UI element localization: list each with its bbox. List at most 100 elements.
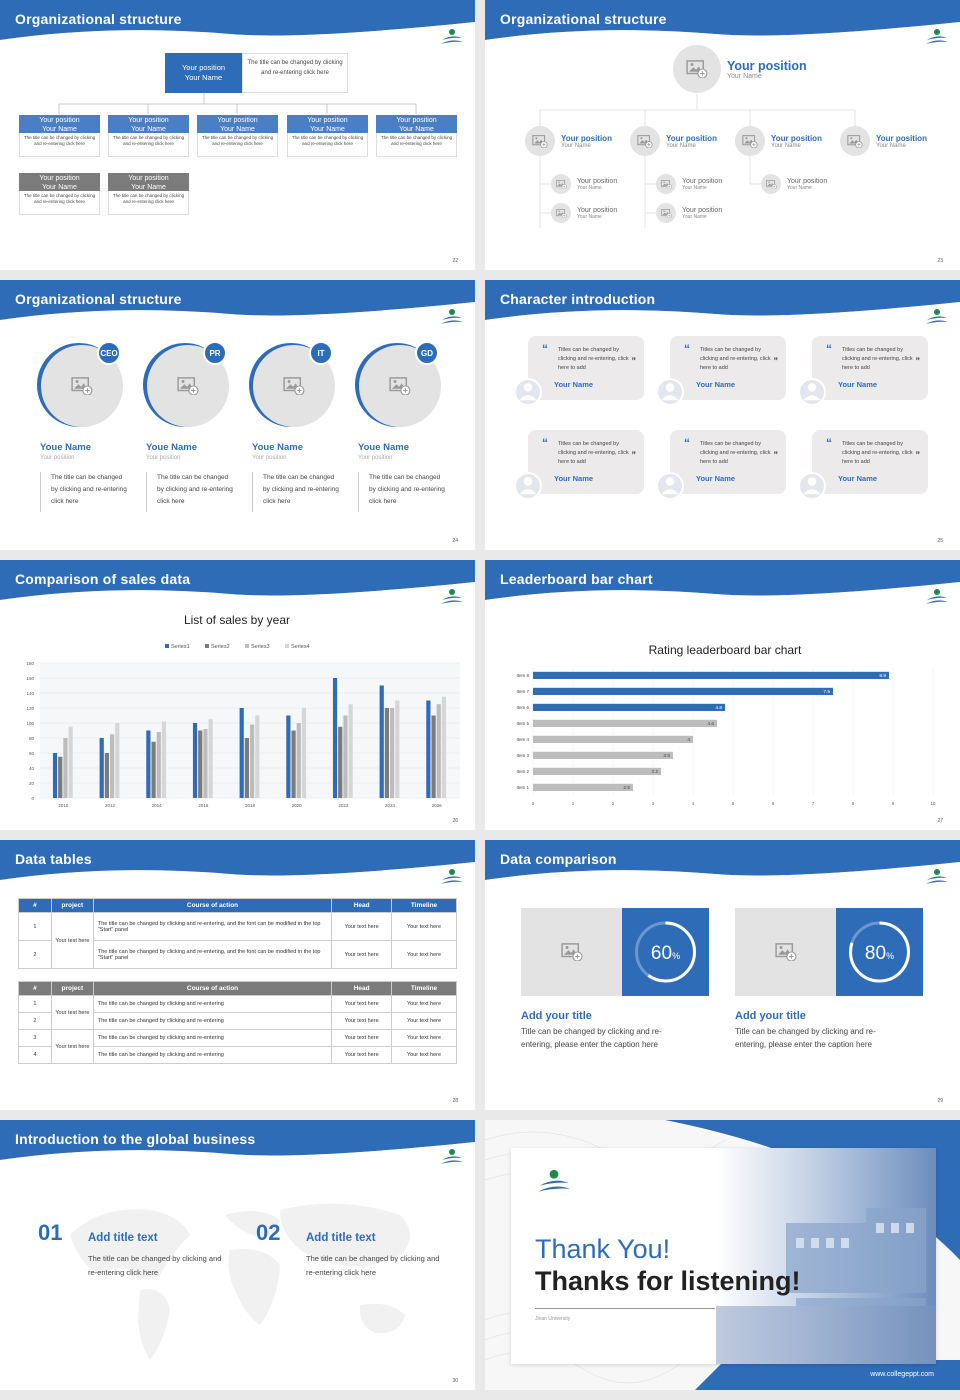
photo-placeholder[interactable] <box>656 203 676 223</box>
bar <box>52 753 58 798</box>
person-ring: PR <box>143 341 229 429</box>
name-label: Your Name <box>876 142 906 149</box>
org-subperson: Your position Your Name <box>551 203 617 223</box>
open-quote-icon: “ <box>826 342 832 356</box>
photo-placeholder[interactable] <box>525 126 555 156</box>
y-tick-label: 100 <box>26 721 34 726</box>
avatar-icon <box>658 472 682 498</box>
photo-placeholder[interactable] <box>656 174 676 194</box>
quote-card: “ Titles can be changed by clicking and r… <box>528 430 644 494</box>
position-label: Your position <box>561 133 612 143</box>
org-box: Your position Your Name The title can be … <box>19 173 100 215</box>
thanks-listening-heading: Thanks for listening! <box>535 1266 801 1296</box>
y-tick-label: 60 <box>29 751 35 756</box>
photo-placeholder[interactable] <box>673 45 721 93</box>
person-position: Your position <box>40 455 75 461</box>
bar <box>156 732 161 798</box>
person-ring: IT <box>249 341 335 429</box>
slide-22[interactable]: Organizational structure Your position Y… <box>0 0 475 270</box>
bar <box>99 738 104 798</box>
org-box-desc: The title can be changed by clicking and… <box>287 133 368 157</box>
bar <box>338 726 343 798</box>
slide-31[interactable]: Thank You! Thanks for listening! Jinan U… <box>485 1120 960 1390</box>
quote-text: Titles can be changed by clicking and re… <box>700 347 771 371</box>
y-tick-label: Item 4 <box>516 737 529 742</box>
x-tick-label: 4 <box>692 801 695 806</box>
slide-28[interactable]: Data tables # project Course of action H… <box>0 840 475 1110</box>
org-box-head: Your position Your Name <box>108 115 189 133</box>
x-tick-label: 2010 <box>58 803 69 808</box>
photo-placeholder[interactable] <box>761 174 781 194</box>
open-quote-icon: “ <box>826 436 832 450</box>
quote-name: Your Name <box>696 474 736 483</box>
photo-placeholder[interactable] <box>840 126 870 156</box>
data-label: 3.5 <box>663 753 670 759</box>
slide-29[interactable]: Data comparison 60% Add your title Title c… <box>485 840 960 1110</box>
item-desc: The title can be changed by clicking and… <box>88 1254 222 1277</box>
quote-card: “ Titles can be changed by clicking and r… <box>812 336 928 400</box>
page-number: 30 <box>452 1378 458 1384</box>
bar <box>533 719 717 727</box>
slide-23[interactable]: Organizational structure Your position Yo… <box>485 0 960 270</box>
bar <box>533 751 673 759</box>
close-quote-icon: ” <box>631 356 637 366</box>
org-top-desc: The title can be changed by clicking and… <box>242 53 348 93</box>
org-box: Your position Your Name The title can be … <box>287 115 368 157</box>
leaderboard-bar-chart: Rating leaderboard bar chart 0 1 2 3 4 5 6 7 8 9 10… <box>516 643 936 806</box>
quote-card: “ Titles can be changed by clicking and r… <box>670 336 786 400</box>
item-desc: The title can be changed by clicking and… <box>306 1254 440 1277</box>
bar <box>286 715 291 798</box>
person-position: Your position <box>358 455 393 461</box>
name-label: Your Name <box>666 142 696 149</box>
col-header: Timeline <box>391 898 457 913</box>
website-url[interactable]: www.collegeppt.com <box>870 1371 934 1378</box>
bar <box>348 704 353 798</box>
slide-title: Character introduction <box>500 291 656 307</box>
sales-bar-chart: List of sales by year Series1 Series2 Serie… <box>26 613 460 808</box>
slide-30[interactable]: Introduction to the global business 01 Ad… <box>0 1120 475 1390</box>
x-tick-label: 2016 <box>198 803 209 808</box>
quote-name: Your Name <box>838 474 878 483</box>
col-header: Course of action <box>92 981 333 996</box>
org-box-head: Your position Your Name <box>287 115 368 133</box>
image-icon <box>71 377 93 395</box>
photo-placeholder[interactable] <box>521 908 622 996</box>
slide-27[interactable]: Leaderboard bar chart Rating leaderboard… <box>485 560 960 830</box>
org-person: Your position Your Name <box>525 126 612 156</box>
bar <box>110 734 115 798</box>
bar <box>63 738 68 798</box>
bar <box>390 708 395 798</box>
university-logo-icon <box>439 588 465 608</box>
person-ring: GD <box>355 341 441 429</box>
slide-title: Leaderboard bar chart <box>500 571 653 587</box>
photo-placeholder[interactable] <box>551 203 571 223</box>
org-subperson: Your position Your Name <box>656 174 722 194</box>
quote-name: Your Name <box>696 380 736 389</box>
percent-unit: % <box>672 951 680 961</box>
data-label: 4.6 <box>707 721 714 727</box>
y-tick-label: Item 6 <box>516 705 529 710</box>
slide-title: Organizational structure <box>15 11 182 27</box>
photo-placeholder[interactable] <box>630 126 660 156</box>
table-row: 1 Your text here The title can be change… <box>18 912 457 969</box>
col-header: # <box>18 981 52 996</box>
photo-placeholder[interactable] <box>735 908 836 996</box>
legend-label: Series2 <box>211 644 230 650</box>
slide-26[interactable]: Comparison of sales data List of sales b… <box>0 560 475 830</box>
org-box: Your position Your Name The title can be … <box>197 115 278 157</box>
page-number: 25 <box>937 538 943 544</box>
item-title: Add title text <box>306 1232 376 1244</box>
data-card: 60% <box>521 908 709 996</box>
slide-24[interactable]: Organizational structure CEO Youe Name You… <box>0 280 475 550</box>
photo-placeholder[interactable] <box>735 126 765 156</box>
bar <box>426 700 431 798</box>
project-cell: Your text here <box>50 912 94 969</box>
photo-placeholder[interactable] <box>551 174 571 194</box>
org-subperson: Your position Your Name <box>656 203 722 223</box>
avatar <box>798 378 826 406</box>
position-label: Your position <box>727 58 807 73</box>
position-label: Your position <box>682 177 723 185</box>
avatar-icon <box>658 378 682 404</box>
slide-25[interactable]: Character introduction “ Titles can be ch… <box>485 280 960 550</box>
org-box-head: Your position Your Name <box>19 115 100 133</box>
